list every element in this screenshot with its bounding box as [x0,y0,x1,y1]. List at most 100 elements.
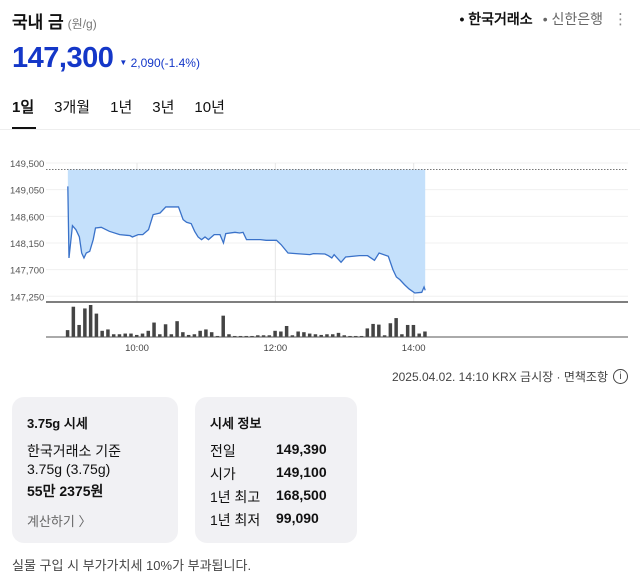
period-tabs: 1일 3개월 1년 3년 10년 [12,96,225,117]
calculate-link[interactable]: 계산하기 〉 [27,514,92,529]
volume-bar [261,335,266,337]
volume-bar [192,334,197,337]
volume-bar [405,324,410,337]
volume-bar [152,322,156,337]
volume-bar [284,325,289,337]
volume-bar [169,334,174,337]
volume-bar [65,330,70,337]
title-text: 국내 금 [12,13,64,32]
quote-row: 147,300 ▼ 2,090(-1.4%) [12,42,200,75]
volume-bar [181,332,185,337]
volume-bar [146,330,151,337]
weight-text: 3.75g (3.75g) [27,461,111,477]
volume-bar [129,333,133,337]
volume-bar [186,334,191,337]
volume-bar [359,335,364,337]
volume-bar [221,315,225,337]
price-line [67,186,426,294]
vertical-ellipsis-icon[interactable]: ⋮ [613,11,628,28]
source-korea-exchange[interactable]: • 한국거래소 [459,11,533,27]
price-info-card: 시세 정보 전일 149,390 시가 149,100 1년 최고 168,500 1… [195,397,357,543]
row-label: 시가 [210,466,236,482]
volume-bar [371,323,375,337]
widget-title: 국내 금 (원/g) [12,8,97,33]
volume-bar [117,334,122,337]
volume-bar [77,324,81,337]
info-row-prev: 전일 149,390 [210,441,327,461]
volume-bar [209,332,214,337]
volume-bar [204,329,208,337]
tab-1d[interactable]: 1일 [12,99,35,116]
row-label: 전일 [210,443,236,459]
row-value: 99,090 [276,510,319,526]
basis-text: 한국거래소 기준 [27,443,122,459]
volume-bar [175,321,179,337]
tab-3m[interactable]: 3개월 [54,99,91,116]
volume-bar [417,333,421,337]
volume-bar [71,306,76,337]
unit-label: (원/g) [67,17,97,31]
price-chart[interactable]: 149,500 149,050 148,600 148,150 147,700 147,2… [0,150,640,360]
row-label: 1년 최저 [210,512,261,528]
volume-bar [394,318,398,337]
card-title: 3.75g 시세 [27,416,88,431]
volume-bar [400,334,404,337]
volume-bar [123,333,127,337]
volume-bar [158,334,162,337]
volume-bar [140,333,145,337]
y-tick-label: 149,500 [10,159,44,170]
active-tab-indicator [12,127,36,129]
volume-bar [330,334,335,337]
tab-3y[interactable]: 3년 [152,99,175,116]
tab-divider [0,129,640,130]
volume-bar [365,328,370,337]
volume-bar [83,308,87,337]
tab-1y[interactable]: 1년 [110,99,133,116]
info-row-52w-low: 1년 최저 99,090 [210,510,319,530]
volume-bar [411,324,416,337]
volume-bar [135,334,139,337]
volume-bar [100,330,104,337]
y-tick-label: 147,700 [10,266,44,277]
volume-bar [273,330,277,337]
amount-text: 55만 2375원 [27,483,104,499]
price-change: ▼ 2,090(-1.4%) [119,56,200,70]
x-tick-label: 10:00 [125,343,149,354]
tab-10y[interactable]: 10년 [194,99,225,116]
volume-bar [94,313,99,337]
row-value: 149,100 [276,464,327,480]
change-amount: 2,090 [130,56,161,70]
y-tick-label: 147,250 [10,292,44,303]
volume-bar [354,335,358,337]
price-area-fill [67,169,426,293]
volume-bar [319,334,323,337]
volume-bar [279,331,283,337]
y-tick-label: 148,600 [10,212,44,223]
x-tick-label: 12:00 [263,343,287,354]
source-selector: • 한국거래소 • 신한은행 ⋮ [459,9,628,29]
volume-bar [215,335,220,337]
volume-bar [111,334,116,337]
volume-bar [336,332,341,337]
current-price: 147,300 [12,42,114,74]
source-shinhan-bank[interactable]: • 신한은행 [542,11,603,27]
volume-bar [313,334,318,337]
volume-bar [388,323,393,337]
volume-bar [290,335,295,337]
volume-bar [88,305,93,337]
volume-bar [250,335,254,337]
meta-text[interactable]: 2025.04.02. 14:10 KRX 금시장 · 면책조항 [391,370,608,384]
volume-bar [163,324,168,337]
row-label: 1년 최고 [210,489,261,505]
volume-bar [256,335,260,337]
info-row-52w-high: 1년 최고 168,500 [210,487,327,507]
vat-footnote: 실물 구입 시 부가가치세 10%가 부과됩니다. [12,558,252,573]
volume-bar [106,329,110,337]
info-icon[interactable]: i [613,369,628,384]
volume-bar [302,332,306,337]
gram-price-card: 3.75g 시세 한국거래소 기준 3.75g (3.75g) 55만 2375… [12,397,178,543]
x-tick-label: 14:00 [402,343,426,354]
volume-bar [348,335,352,337]
volume-bar [267,335,272,337]
